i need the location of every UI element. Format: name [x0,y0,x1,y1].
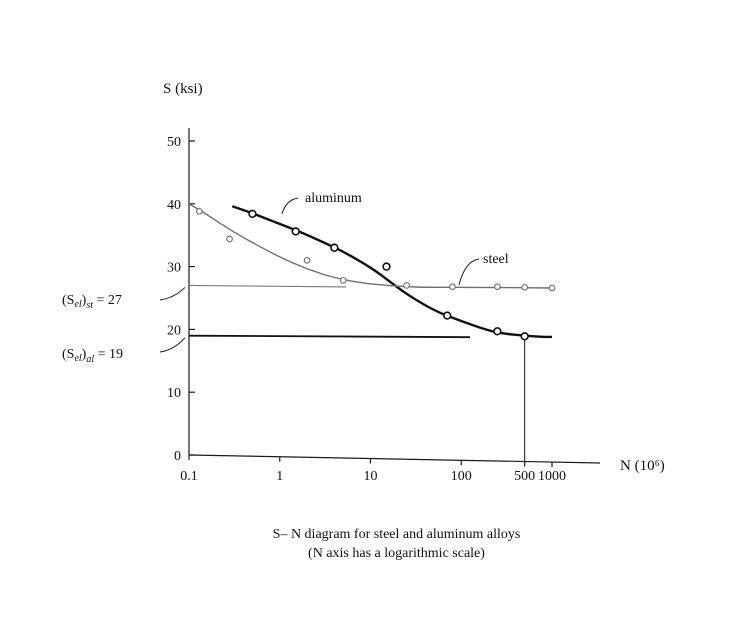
aluminum-series-label: aluminum [305,191,362,206]
aluminum-data-point [382,262,391,271]
aluminum-curve [231,205,552,339]
steel-curve [188,203,553,289]
endurance-limit-leader [159,287,186,301]
steel-data-point [303,256,311,264]
endurance-limit-leader [159,337,186,353]
figure-caption-line-2: (N axis has a logarithmic scale) [308,546,485,561]
steel-data-point [195,207,203,215]
aluminum-data-point [493,327,502,336]
steel-data-point [226,235,233,243]
y-tick-label: 30 [167,261,181,276]
aluminum-data-point [442,311,452,320]
endurance-limit-label: (Sel)st = 27 [62,293,122,311]
aluminum-label-leader [281,197,299,215]
steel-series-label: steel [483,252,509,267]
y-tick-label: 40 [167,198,181,213]
aluminum-data-point [248,209,257,219]
x-axis-line [188,454,601,464]
aluminum-data-point [330,243,339,252]
y-tick-label: 0 [174,449,181,464]
x-tick-label: 1 [276,469,283,484]
endurance-limit-line [188,284,347,288]
steel-data-point [403,282,410,289]
y-tick-label: 20 [167,323,181,338]
y-tick-label: 10 [167,386,181,401]
x-tick-label: 100 [451,469,472,484]
steel-data-point [339,277,347,284]
endurance-limit-line [188,334,471,339]
steel-data-point [494,283,501,291]
aluminum-data-point [520,332,529,341]
x-axis-title: N (10⁶) [620,458,665,474]
aluminum-data-point [291,227,300,236]
x-tick-label: 500 [514,469,535,484]
steel-label-leader [458,258,480,286]
endurance-limit-label: (Sel)al = 19 [62,347,123,365]
x-tick-label: 10 [364,469,378,484]
y-tick-label: 50 [167,135,181,150]
x-tick-label: 1000 [538,469,566,484]
x-tick-label: 0.1 [180,469,198,484]
steel-data-point [449,283,456,291]
y-axis-title: S (ksi) [163,81,203,97]
figure-caption-line-1: S– N diagram for steel and aluminum allo… [272,527,521,542]
steel-data-point [521,283,529,291]
steel-data-point [548,284,556,292]
